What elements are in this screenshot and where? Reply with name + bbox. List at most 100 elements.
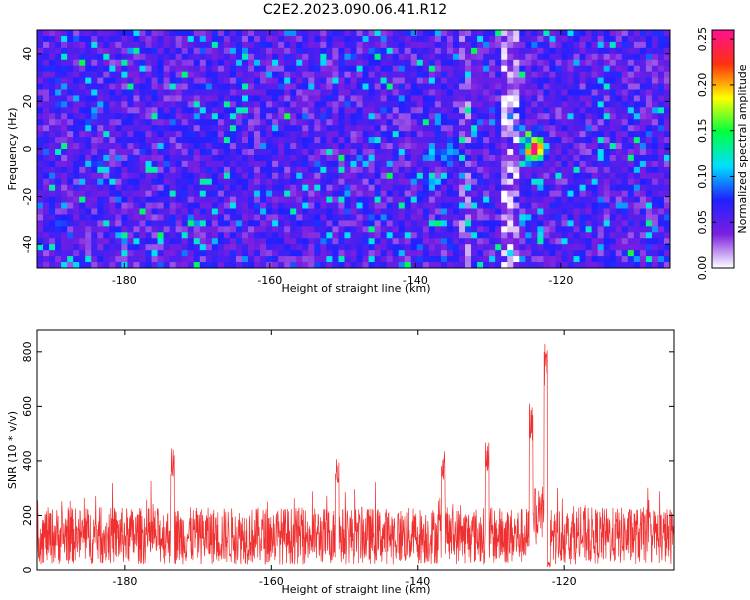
- spectrogram-cell: [410, 202, 418, 209]
- spectrogram-cell: [471, 77, 478, 84]
- spectrogram-cell: [422, 131, 430, 138]
- spectrogram-cell: [651, 30, 659, 37]
- spectrogram-cell: [573, 214, 580, 221]
- spectrogram-cell: [663, 47, 671, 55]
- spectrogram-cell: [609, 71, 617, 78]
- spectrogram-cell: [555, 119, 562, 126]
- spectrogram-cell: [501, 178, 508, 186]
- spectrogram-cell: [163, 95, 171, 102]
- spectrogram-cell: [320, 65, 327, 73]
- spectrogram-cell: [452, 250, 460, 257]
- spectrogram-cell: [302, 41, 309, 49]
- spectrogram-cell: [663, 190, 671, 197]
- spectrogram-cell: [465, 250, 472, 257]
- spectrogram-cell: [272, 131, 279, 138]
- spectrogram-cell: [549, 172, 556, 180]
- spectrogram-cell: [459, 59, 466, 67]
- spectrogram-cell: [229, 214, 237, 221]
- spectrogram-cell: [241, 95, 249, 102]
- spectrogram-cell: [211, 119, 219, 126]
- spectrogram-cell: [332, 178, 339, 186]
- spectrogram-cell: [157, 166, 164, 174]
- spectrogram-cell: [211, 262, 219, 269]
- spectrogram-cell: [272, 202, 279, 209]
- spectrogram-cell: [217, 137, 225, 144]
- spectrogram-cell: [157, 149, 164, 156]
- spectrogram-cell: [561, 166, 568, 174]
- spectrogram-cell: [477, 119, 484, 126]
- spectrogram-cell: [368, 83, 375, 90]
- spectrogram-cell: [663, 113, 671, 120]
- spectrogram-cell: [428, 143, 436, 150]
- spectrogram-cell: [43, 166, 50, 174]
- spectrogram-cell: [55, 113, 62, 120]
- snr-x-tick-label: -120: [552, 575, 577, 588]
- spectrogram-cell: [290, 202, 297, 209]
- spectrogram-cell: [260, 89, 267, 96]
- spectrogram-cell: [290, 214, 297, 221]
- spectrogram-cell: [459, 154, 466, 162]
- spectrogram-cell: [507, 137, 514, 144]
- spectrogram-cell: [55, 149, 62, 156]
- spectrogram-cell: [260, 47, 267, 55]
- spectrogram-cell: [404, 208, 412, 215]
- spectrogram-cell: [531, 262, 538, 269]
- spectrogram-cell: [489, 77, 496, 84]
- spectrogram-cell: [446, 113, 454, 120]
- spectrogram-cell: [525, 172, 532, 180]
- spectrogram-cell: [519, 178, 526, 186]
- spectrogram-cell: [561, 59, 568, 67]
- spectrogram-cell: [609, 154, 617, 162]
- spectrogram-cell: [507, 95, 514, 102]
- spectrogram-cell: [380, 208, 388, 215]
- spectrogram-cell: [537, 160, 544, 168]
- spectrogram-cell: [85, 226, 92, 233]
- spectrogram-cell: [459, 95, 466, 102]
- spectrogram-cell: [410, 71, 418, 78]
- spectrogram-cell: [489, 256, 496, 263]
- spectrogram-cell: [241, 149, 249, 156]
- spectrogram-cell: [591, 41, 599, 49]
- spectrogram-cell: [440, 190, 448, 197]
- spectrogram-cell: [133, 30, 140, 37]
- spectrogram-cell: [61, 232, 68, 239]
- spectrogram-cell: [657, 208, 665, 215]
- spectrogram-cell: [501, 89, 508, 96]
- spectrogram-cell: [175, 101, 183, 108]
- spectrogram-cell: [290, 71, 297, 78]
- spectrogram-cell: [223, 35, 231, 43]
- spectrogram-cell: [248, 143, 255, 150]
- spectrogram-cell: [459, 262, 466, 269]
- spectrogram-cell: [193, 262, 201, 269]
- spectrogram-cell: [254, 71, 261, 78]
- spectrogram-cell: [145, 83, 152, 90]
- spectrogram-cell: [296, 202, 303, 209]
- spectrogram-cell: [483, 232, 490, 239]
- spectrogram-cell: [416, 125, 424, 132]
- spectrogram-cell: [380, 53, 388, 61]
- spectrogram-cell: [633, 71, 641, 78]
- spectrogram-cell: [380, 256, 388, 263]
- spectrogram-cell: [465, 220, 472, 227]
- spectrogram-cell: [85, 53, 92, 61]
- spectrogram-cell: [211, 226, 219, 233]
- spectrogram-cell: [465, 77, 472, 84]
- spectrogram-cell: [278, 125, 285, 132]
- spectrogram-cell: [181, 160, 189, 168]
- spectrogram-cell: [657, 143, 665, 150]
- spectrogram-cell: [657, 35, 665, 43]
- spectrogram-cell: [639, 190, 647, 197]
- spectrogram-cell: [428, 154, 436, 162]
- spectrogram-cell: [241, 107, 249, 114]
- spectrogram-cell: [537, 226, 544, 233]
- snr-x-label: Height of straight line (km): [281, 583, 430, 596]
- spectrogram-cell: [477, 65, 484, 73]
- spectrogram-cell: [440, 172, 448, 180]
- spectrogram-cell: [657, 214, 665, 221]
- spectrogram-cell: [549, 143, 556, 150]
- spectrogram-cell: [169, 149, 177, 156]
- spectrogram-cell: [609, 244, 617, 251]
- spectrogram-cell: [477, 190, 484, 197]
- spectrogram-cell: [356, 71, 363, 78]
